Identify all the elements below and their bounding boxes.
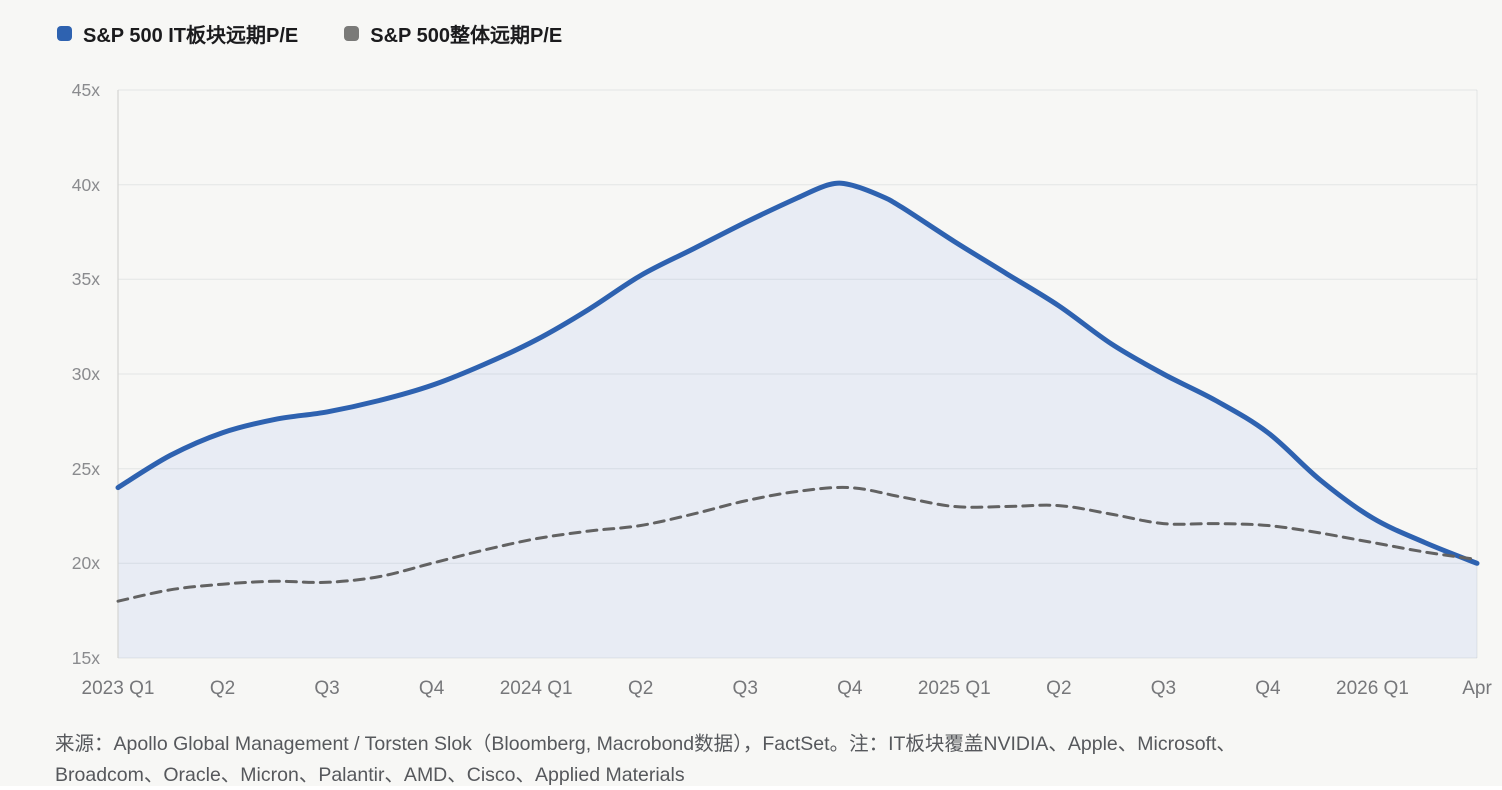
y-axis-tick: 20x — [0, 552, 100, 574]
source-note-line-1: 来源：Apollo Global Management / Torsten Sl… — [55, 729, 1455, 760]
y-axis-tick: 40x — [0, 174, 100, 196]
source-note: 来源：Apollo Global Management / Torsten Sl… — [55, 729, 1455, 790]
x-axis-tick: Q4 — [419, 677, 444, 701]
x-axis-tick: Q4 — [1255, 677, 1280, 701]
x-axis-tick: Q3 — [1151, 677, 1176, 701]
y-axis-tick: 30x — [0, 363, 100, 385]
x-axis-tick: Q4 — [837, 677, 862, 701]
x-axis-tick: 2024 Q1 — [500, 677, 573, 701]
source-note-line-2: Broadcom、Oracle、Micron、Palantir、AMD、Cisc… — [55, 760, 1455, 790]
area-fill — [118, 183, 1477, 658]
x-axis-tick: Q2 — [210, 677, 235, 701]
legend-item-overall[interactable]: S&P 500整体远期P/E — [344, 19, 562, 48]
x-axis-tick: Q2 — [1046, 677, 1071, 701]
x-axis-tick: 2023 Q1 — [82, 677, 155, 701]
y-axis-tick: 35x — [0, 268, 100, 290]
y-axis-tick: 25x — [0, 458, 100, 480]
x-axis-tick: Q2 — [628, 677, 653, 701]
x-axis-tick: 2026 Q1 — [1336, 677, 1409, 701]
y-axis-tick: 15x — [0, 647, 100, 669]
legend-label-it-sector: S&P 500 IT板块远期P/E — [83, 19, 298, 48]
legend-label-overall: S&P 500整体远期P/E — [370, 19, 562, 48]
x-axis-tick: Apr — [1462, 677, 1492, 701]
chart-legend: S&P 500 IT板块远期P/E S&P 500整体远期P/E — [57, 19, 562, 48]
y-axis-tick: 45x — [0, 79, 100, 101]
legend-item-it-sector[interactable]: S&P 500 IT板块远期P/E — [57, 19, 298, 48]
x-axis-tick: 2025 Q1 — [918, 677, 991, 701]
legend-swatch-overall-icon — [344, 26, 359, 41]
x-axis-tick: Q3 — [314, 677, 339, 701]
legend-swatch-it-sector-icon — [57, 26, 72, 41]
x-axis-tick: Q3 — [733, 677, 758, 701]
